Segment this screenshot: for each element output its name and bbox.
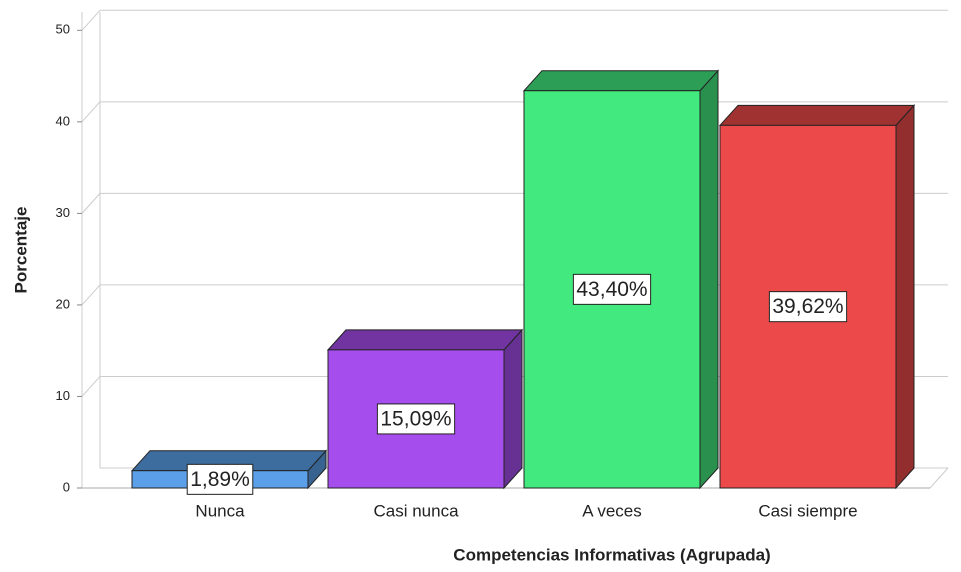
y-tick-label: 0 [63,479,70,494]
value-label-box [768,291,848,323]
floor-side [929,467,949,489]
value-label-box [186,463,254,495]
value-label: 43,40% [576,278,647,301]
value-label-box [572,273,652,305]
y-tick-label: 10 [56,388,70,403]
grid-line [81,101,101,123]
x-tick-label: A veces [582,501,642,520]
x-tick-label: Casi nunca [373,501,459,520]
bar-side [699,69,719,490]
y-axis-title: Porcentaje [11,207,30,294]
grid-line [81,284,101,306]
y-tick-label: 20 [56,296,70,311]
bar-top [522,70,720,92]
value-label: 15,09% [380,407,451,430]
grid-line [81,376,101,397]
bar-side [503,328,523,490]
bar-top [326,329,524,351]
bar-top [718,104,916,126]
grid-line [81,9,101,31]
value-label: 1,89% [190,468,250,491]
x-tick-label: Nunca [195,501,245,520]
bar-side [895,104,915,490]
grid-line [81,193,101,214]
x-axis-title: Competencias Informativas (Agrupada) [453,545,770,564]
value-label: 39,62% [772,295,843,318]
y-tick-label: 30 [56,205,70,220]
x-tick-label: Casi siempre [758,501,857,520]
value-label-box [376,403,456,435]
y-tick-label: 40 [56,113,70,128]
y-tick-label: 50 [56,22,70,37]
